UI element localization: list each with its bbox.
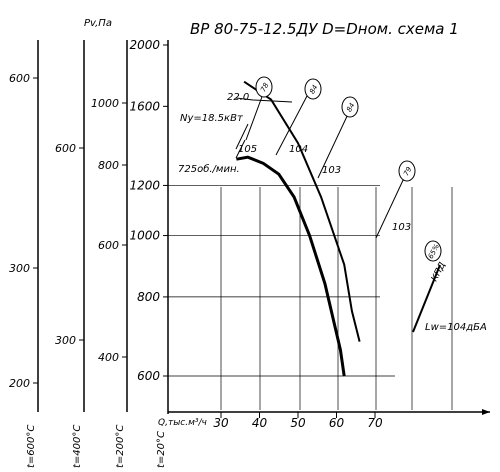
- speed-label: 725об./мин.: [178, 163, 240, 175]
- scale-axis-0-tick-label-2: 600: [9, 72, 30, 85]
- efficiency-axis-label: КПД: [430, 261, 448, 284]
- noise-label-3: 103: [392, 222, 411, 233]
- power-bracket-stem: [235, 123, 249, 150]
- scale-axis-2-tick-label-2: 800: [98, 159, 119, 172]
- efficiency-ray-2: [317, 111, 350, 179]
- efficiency-label-3: 79: [402, 165, 414, 177]
- scale-axis-label-2: t=200°C: [115, 425, 126, 468]
- scale-axis-label-1: t=400°C: [72, 425, 83, 468]
- x-tick-label-0: 30: [213, 416, 229, 430]
- scale-axis-1-tick-label-0: 300: [55, 334, 76, 347]
- x-axis-label: Q,тыс.м³/ч: [158, 418, 207, 428]
- chart-title: ВР 80-75-12.5ДУ D=Dном. схема 1: [190, 20, 459, 38]
- efficiency-bubble-3: [398, 160, 416, 182]
- efficiency-bubble-0: [255, 76, 273, 98]
- main-axis-tick-label-5: 2000: [129, 38, 160, 52]
- main-axis-tick-label-2: 1000: [129, 229, 160, 243]
- scale-axis-2-tick-label-0: 400: [98, 351, 119, 364]
- efficiency-bubble-1: [304, 78, 322, 100]
- noise-label-0: 105: [238, 144, 257, 155]
- scale-axis-2-tick-label-3: 1000: [91, 97, 119, 110]
- efficiency-label-1: 84: [308, 84, 319, 96]
- scale-axis-1-tick-label-1: 600: [55, 142, 76, 155]
- efficiency-ray-0: [245, 93, 264, 141]
- scale-axis-0-tick-label-1: 300: [9, 262, 30, 275]
- noise-label-2: 103: [322, 165, 341, 176]
- x-tick-label-3: 60: [329, 416, 345, 430]
- x-tick-label-1: 40: [252, 416, 268, 430]
- x-tick-label-4: 70: [367, 416, 383, 430]
- x-tick-label-2: 50: [290, 416, 306, 430]
- main-axis-tick-label-4: 1600: [129, 99, 160, 113]
- scale-axis-label-0: t=600°C: [26, 425, 37, 468]
- pressure-curve: [236, 155, 346, 377]
- power-value-label: 22.0: [227, 92, 249, 103]
- efficiency-ray-3: [375, 175, 406, 239]
- noise-label: Lw=104дБА: [425, 322, 487, 333]
- y-axis-label: Pv,Па: [84, 18, 112, 29]
- efficiency-axis-line: [412, 264, 441, 333]
- main-axis-tick-label-3: 1200: [129, 178, 160, 192]
- power-curve: [243, 80, 361, 342]
- efficiency-label-2: 84: [345, 102, 356, 114]
- main-axis-tick-label-0: 600: [137, 369, 160, 383]
- power-label: Ny=18.5кВт: [180, 113, 244, 124]
- noise-label-1: 104: [289, 144, 308, 155]
- scale-axis-2-tick-label-1: 600: [98, 239, 119, 252]
- main-axis-tick-label-1: 800: [137, 290, 160, 304]
- efficiency-bubble-2: [341, 96, 359, 118]
- power-bracket: [235, 97, 293, 103]
- efficiency-ray-1: [275, 95, 308, 156]
- efficiency-ray-extra: [235, 139, 246, 159]
- x-axis-arrow: [482, 409, 490, 415]
- scale-axis-label-3: t=20°C: [156, 431, 167, 468]
- efficiency-label-0: 78: [259, 81, 271, 93]
- scale-axis-0-tick-label-0: 200: [9, 377, 30, 390]
- efficiency-bubble-4: [424, 240, 442, 262]
